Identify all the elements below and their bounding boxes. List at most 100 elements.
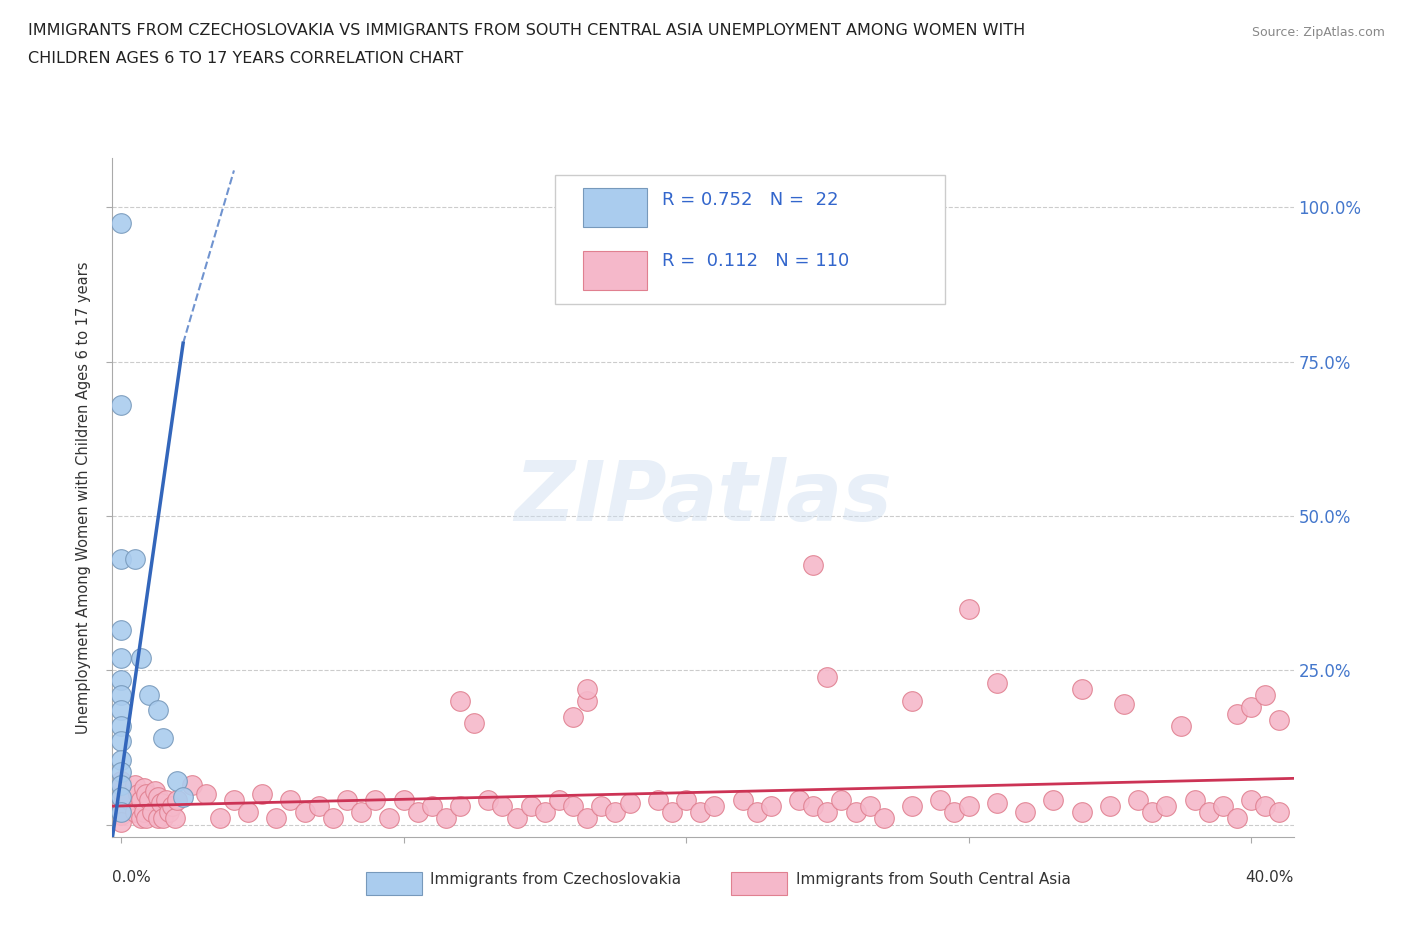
Text: R = 0.752   N =  22: R = 0.752 N = 22 [662,191,838,208]
Point [986,796,1008,811]
Point [661,804,683,819]
Point [1070,804,1092,819]
Point [562,710,585,724]
Point [172,790,194,804]
Text: Immigrants from Czechoslovakia: Immigrants from Czechoslovakia [430,872,682,887]
Point [129,811,152,826]
Point [135,787,157,802]
Point [731,792,754,807]
Point [146,790,169,804]
Point [149,796,172,811]
Point [1126,792,1149,807]
Point [110,672,132,687]
Point [157,804,180,819]
Point [124,804,146,819]
Point [138,792,160,807]
Point [576,694,599,709]
Point [280,792,302,807]
Point [703,799,725,814]
Point [110,719,132,734]
Point [152,811,174,826]
Point [1198,804,1220,819]
Text: Source: ZipAtlas.com: Source: ZipAtlas.com [1251,26,1385,39]
Point [619,796,641,811]
Point [110,216,132,231]
Point [110,804,132,819]
Point [463,715,485,730]
Point [222,792,245,807]
Point [801,799,824,814]
Point [308,799,330,814]
Point [406,804,429,819]
Bar [582,251,648,290]
Point [118,792,141,807]
Point [1184,792,1206,807]
Point [252,787,274,802]
Point [110,623,132,638]
Point [1042,792,1064,807]
Point [110,551,132,566]
Point [576,811,599,826]
Point [124,777,146,792]
Point [146,811,169,826]
Point [336,792,359,807]
Point [929,792,952,807]
Point [1226,706,1249,721]
Point [1240,700,1263,715]
Text: R =  0.112   N = 110: R = 0.112 N = 110 [662,252,849,270]
Point [505,811,527,826]
Point [378,811,401,826]
Y-axis label: Unemployment Among Women with Children Ages 6 to 17 years: Unemployment Among Women with Children A… [76,261,91,734]
Point [533,804,555,819]
Point [1268,804,1291,819]
Text: Immigrants from South Central Asia: Immigrants from South Central Asia [796,872,1071,887]
Point [1254,799,1277,814]
Point [110,777,132,792]
Text: IMMIGRANTS FROM CZECHOSLOVAKIA VS IMMIGRANTS FROM SOUTH CENTRAL ASIA UNEMPLOYMEN: IMMIGRANTS FROM CZECHOSLOVAKIA VS IMMIGR… [28,23,1025,38]
Text: 40.0%: 40.0% [1246,870,1294,884]
Point [449,799,471,814]
Point [745,804,768,819]
Point [943,804,966,819]
Point [110,703,132,718]
Point [110,764,132,779]
Point [1254,687,1277,702]
Point [1112,697,1135,711]
Text: 0.0%: 0.0% [112,870,152,884]
FancyBboxPatch shape [555,175,945,304]
Point [180,777,202,792]
Point [1240,792,1263,807]
Point [110,799,132,814]
Point [689,804,711,819]
Point [236,804,259,819]
Point [591,799,613,814]
Text: CHILDREN AGES 6 TO 17 YEARS CORRELATION CHART: CHILDREN AGES 6 TO 17 YEARS CORRELATION … [28,51,464,66]
Point [1170,719,1192,734]
Point [491,799,513,814]
Point [449,694,471,709]
Point [1226,811,1249,826]
Point [110,814,132,829]
Point [1268,712,1291,727]
Point [815,669,838,684]
Point [759,799,782,814]
Point [163,811,186,826]
Point [141,804,163,819]
Point [1156,799,1178,814]
Point [132,804,155,819]
Point [801,558,824,573]
Point [1014,804,1036,819]
Point [110,687,132,702]
Point [873,811,896,826]
Bar [582,188,648,227]
Point [110,808,132,823]
Point [166,792,188,807]
Point [364,792,387,807]
Point [138,687,160,702]
Point [160,799,183,814]
Point [420,799,443,814]
Point [830,792,852,807]
Point [576,682,599,697]
Point [110,651,132,666]
Point [647,792,669,807]
